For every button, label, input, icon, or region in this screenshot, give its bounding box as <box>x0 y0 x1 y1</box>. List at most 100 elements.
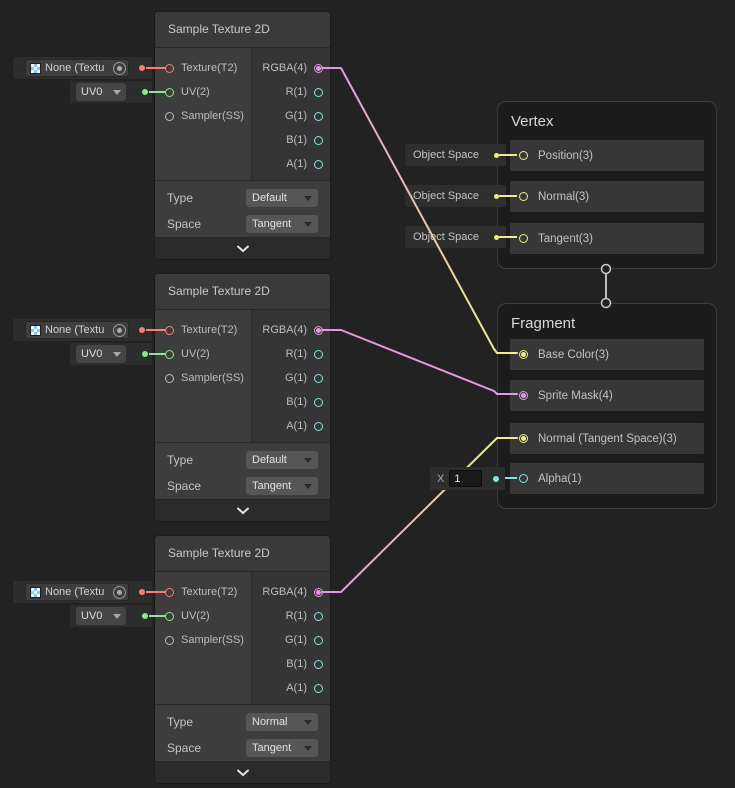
edge-rgba1-to-base-color[interactable] <box>321 67 518 354</box>
object-space-badge[interactable]: Object Space <box>405 144 506 166</box>
sample-texture-2d-node-1[interactable]: Sample Texture 2D Texture(T2) UV(2) Samp… <box>155 12 330 259</box>
node-title: Sample Texture 2D <box>155 536 330 572</box>
uv-channel-dropdown[interactable]: UV0 <box>76 607 126 625</box>
g-output-port[interactable] <box>314 373 323 383</box>
object-picker-icon[interactable] <box>113 61 126 75</box>
texture-object-field[interactable]: None (Textu <box>25 583 129 601</box>
dropdown-arrow-icon <box>304 195 312 201</box>
dropdown-arrow-icon <box>113 351 121 357</box>
uv-channel-dropdown[interactable]: UV0 <box>76 345 126 363</box>
port-label: Normal (Tangent Space)(3) <box>538 432 677 445</box>
rgba-output-port[interactable] <box>314 325 323 335</box>
type-dropdown[interactable]: Default <box>246 189 318 207</box>
space-dropdown[interactable]: Tangent <box>246 215 318 233</box>
port-row: B(1) <box>252 128 330 152</box>
object-picker-icon[interactable] <box>113 323 126 337</box>
alpha-value-input[interactable] <box>449 470 483 487</box>
normal-input-port[interactable] <box>519 192 528 201</box>
b-output-port[interactable] <box>314 135 323 145</box>
uv-input-port[interactable] <box>165 611 174 621</box>
collapse-button[interactable] <box>155 237 330 259</box>
type-label: Type <box>167 191 194 205</box>
a-output-port[interactable] <box>314 421 323 431</box>
uv-input-port[interactable] <box>165 349 174 359</box>
type-dropdown[interactable]: Default <box>246 451 318 469</box>
sprite-mask-input-port[interactable] <box>519 391 528 400</box>
port-stub-dot <box>142 89 148 95</box>
object-space-badge[interactable]: Object Space <box>405 185 506 207</box>
sample-texture-2d-node-2[interactable]: Sample Texture 2D Texture(T2) UV(2) Samp… <box>155 274 330 521</box>
fragment-sprite-mask-row[interactable]: Sprite Mask(4) <box>510 380 704 411</box>
port-label: R(1) <box>285 348 307 360</box>
sampler-input-port[interactable] <box>165 635 174 645</box>
fragment-context-node[interactable]: Fragment Base Color(3) Sprite Mask(4) No… <box>497 303 717 509</box>
dropdown-arrow-icon <box>304 221 312 227</box>
alpha-input-port[interactable] <box>519 474 528 483</box>
fragment-base-color-row[interactable]: Base Color(3) <box>510 339 704 370</box>
r-output-port[interactable] <box>314 349 323 359</box>
texture-object-field[interactable]: None (Textu <box>25 321 129 339</box>
texture-field-value: None (Textu <box>45 324 105 336</box>
port-label: B(1) <box>286 134 307 146</box>
port-label: B(1) <box>286 658 307 670</box>
r-output-port[interactable] <box>314 87 323 97</box>
port-label: Sprite Mask(4) <box>538 389 613 402</box>
vertex-context-node[interactable]: Vertex Position(3) Normal(3) Tangent(3) <box>497 101 717 269</box>
texture-checker-icon <box>30 324 41 336</box>
uv-default-widget: UV0 <box>70 343 152 365</box>
port-label: Texture(T2) <box>181 62 238 74</box>
node-settings: Type Normal Space Tangent <box>155 704 330 761</box>
port-row: A(1) <box>252 414 330 438</box>
tangent-input-port[interactable] <box>519 234 528 243</box>
sample-texture-2d-node-3[interactable]: Sample Texture 2D Texture(T2) UV(2) Samp… <box>155 536 330 783</box>
texture-input-port[interactable] <box>165 325 174 335</box>
fragment-normal-row[interactable]: Normal (Tangent Space)(3) <box>510 423 704 454</box>
space-label: Space <box>167 741 202 755</box>
object-space-badge[interactable]: Object Space <box>405 226 506 248</box>
object-picker-icon[interactable] <box>113 585 126 599</box>
space-dropdown[interactable]: Tangent <box>246 739 318 757</box>
port-row: UV(2) <box>155 604 251 628</box>
a-output-port[interactable] <box>314 159 323 169</box>
fragment-title: Fragment <box>511 315 576 332</box>
fragment-alpha-row[interactable]: Alpha(1) <box>510 463 704 494</box>
edge-rgba2-to-sprite-mask[interactable] <box>321 329 518 395</box>
space-dropdown[interactable]: Tangent <box>246 477 318 495</box>
sampler-input-port[interactable] <box>165 111 174 121</box>
type-dropdown[interactable]: Normal <box>246 713 318 731</box>
texture-default-widget: None (Textu <box>13 57 152 79</box>
port-label: G(1) <box>285 110 307 122</box>
edge-rgba3-to-normal[interactable] <box>321 437 518 593</box>
texture-input-port[interactable] <box>165 63 174 73</box>
uv-channel-dropdown[interactable]: UV0 <box>76 83 126 101</box>
a-output-port[interactable] <box>314 683 323 693</box>
g-output-port[interactable] <box>314 111 323 121</box>
r-output-port[interactable] <box>314 611 323 621</box>
b-output-port[interactable] <box>314 397 323 407</box>
rgba-output-port[interactable] <box>314 63 323 73</box>
b-output-port[interactable] <box>314 659 323 669</box>
texture-object-field[interactable]: None (Textu <box>25 59 129 77</box>
position-input-port[interactable] <box>519 151 528 160</box>
collapse-button[interactable] <box>155 761 330 783</box>
texture-input-port[interactable] <box>165 587 174 597</box>
collapse-button[interactable] <box>155 499 330 521</box>
port-row: B(1) <box>252 390 330 414</box>
node-body: Texture(T2) UV(2) Sampler(SS) RGBA(4) R(… <box>155 572 330 704</box>
port-label: Tangent(3) <box>538 232 593 245</box>
sampler-input-port[interactable] <box>165 373 174 383</box>
vertex-normal-row[interactable]: Normal(3) <box>510 181 704 212</box>
port-stub-dot <box>142 351 148 357</box>
base-color-input-port[interactable] <box>519 350 528 359</box>
vertex-position-row[interactable]: Position(3) <box>510 140 704 171</box>
uv-default-widget: UV0 <box>70 81 152 103</box>
rgba-output-port[interactable] <box>314 587 323 597</box>
port-row: A(1) <box>252 676 330 700</box>
uv-input-port[interactable] <box>165 87 174 97</box>
g-output-port[interactable] <box>314 635 323 645</box>
port-label: Normal(3) <box>538 190 590 203</box>
vertex-title: Vertex <box>511 113 554 130</box>
normal-tangent-space-input-port[interactable] <box>519 434 528 443</box>
vertex-tangent-row[interactable]: Tangent(3) <box>510 223 704 254</box>
